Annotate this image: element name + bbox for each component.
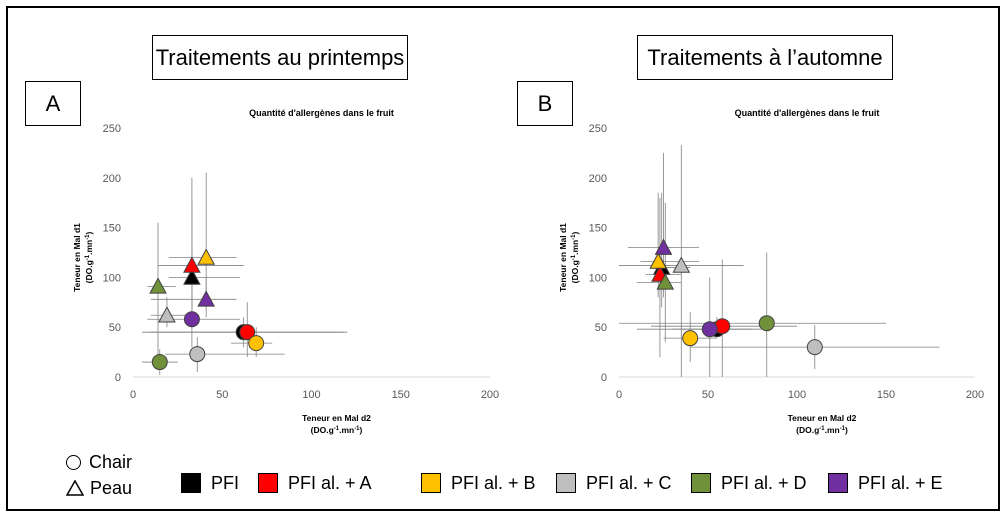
panel-b-x-axis-unit: (DO.g-1.mn-1) bbox=[796, 425, 848, 435]
panel-a-x-tick-label: 200 bbox=[481, 389, 499, 401]
legend-item-chair: Chair bbox=[66, 450, 132, 474]
panel-b-y-tick-label: 50 bbox=[595, 322, 607, 334]
panel-b-point-circle-pfi-al-c bbox=[806, 339, 823, 356]
legend-label-peau: Peau bbox=[90, 477, 133, 498]
panel-b-x-axis-label: Teneur en Mal d2 bbox=[788, 413, 857, 423]
legend-item-peau: Peau bbox=[66, 476, 132, 500]
panel-b-y-axis-label: Teneur en Mal d1 bbox=[558, 223, 568, 292]
legend-swatch-pfi-al-e bbox=[828, 473, 848, 493]
panel-b-x-tick-label: 150 bbox=[877, 389, 895, 401]
panel-a-y-tick-label: 200 bbox=[103, 173, 121, 185]
panel-b-point-triangle-pfi-al-e bbox=[654, 238, 673, 255]
panel-a-point-triangle-pfi-al-d bbox=[149, 277, 167, 294]
panel-a-x-tick-label: 150 bbox=[392, 389, 410, 401]
panel-b-y-axis-unit: (DO.g-1.mn-1) bbox=[570, 232, 580, 284]
circle-icon bbox=[66, 454, 81, 470]
panel-a-y-tick-label: 0 bbox=[115, 372, 121, 384]
panel-a-point-circle-pfi-al-b bbox=[248, 335, 265, 352]
panel-b-point-circle-pfi-al-b bbox=[682, 330, 699, 347]
panel-a-point-circle-pfi-al-e bbox=[183, 311, 200, 328]
legend-item-pfi-al-c: PFI al. + C bbox=[556, 470, 672, 496]
panel-b-chart-title: Quantité d'allergènes dans le fruit bbox=[735, 108, 880, 118]
panel-b-point-triangle-pfi-al-d bbox=[656, 273, 675, 290]
panel-a-point-triangle-pfi-al-a bbox=[183, 256, 201, 273]
panel-a-y-tick-label: 250 bbox=[103, 123, 121, 135]
panel-b-x-tick-label: 200 bbox=[966, 389, 984, 401]
panel-b-title: Traitements à l’automne bbox=[637, 35, 893, 80]
panel-a-y-tick-label: 100 bbox=[103, 272, 121, 284]
panel-a-point-circle-pfi-al-c bbox=[189, 346, 206, 363]
panel-a-title: Traitements au printemps bbox=[152, 35, 408, 80]
panel-a-point-circle-pfi-al-a bbox=[239, 324, 256, 341]
panel-a-point-triangle-pfi bbox=[183, 268, 201, 285]
legend-shapes: Chair Peau bbox=[66, 450, 176, 502]
legend-item-pfi-al-d: PFI al. + D bbox=[691, 470, 807, 496]
legend-swatch-pfi-al-c bbox=[556, 473, 576, 493]
legend-item-pfi-al-b: PFI al. + B bbox=[421, 470, 536, 496]
legend-swatch-pfi-al-d bbox=[691, 473, 711, 493]
legend-item-pfi: PFI bbox=[181, 470, 239, 496]
legend-label-pfi-al-e: PFI al. + E bbox=[858, 472, 943, 493]
legend-item-pfi-al-e: PFI al. + E bbox=[828, 470, 943, 496]
panel-a-point-triangle-pfi-al-c bbox=[158, 306, 176, 323]
legend-item-pfi-al-a: PFI al. + A bbox=[258, 470, 372, 496]
panel-b-point-triangle-pfi-al-b bbox=[649, 252, 667, 269]
panel-a-x-axis-label: Teneur en Mal d2 bbox=[302, 413, 371, 423]
panel-a-chart-title: Quantité d'allergènes dans le fruit bbox=[249, 108, 394, 118]
legend-label-pfi-al-b: PFI al. + B bbox=[451, 472, 536, 493]
panel-b-x-tick-label: 100 bbox=[788, 389, 806, 401]
panel-b-y-tick-label: 0 bbox=[601, 372, 607, 384]
panel-a-y-axis-unit: (DO.g-1.mn-1) bbox=[84, 232, 94, 284]
triangle-icon bbox=[66, 480, 84, 496]
panel-b-y-tick-label: 150 bbox=[589, 223, 607, 235]
panel-b-y-tick-label: 250 bbox=[589, 123, 607, 135]
legend-swatch-pfi bbox=[181, 473, 201, 493]
panel-a-x-tick-label: 100 bbox=[302, 389, 320, 401]
legend-label-pfi: PFI bbox=[211, 472, 240, 493]
legend-swatch-pfi-al-b bbox=[421, 473, 441, 493]
legend-label-chair: Chair bbox=[89, 451, 133, 472]
panel-a-x-axis-unit: (DO.g-1.mn-1) bbox=[311, 425, 363, 435]
legend-label-pfi-al-c: PFI al. + C bbox=[586, 472, 672, 493]
panel-b-point-circle-pfi-al-d bbox=[758, 315, 775, 332]
figure-frame bbox=[6, 6, 1000, 511]
panel-a-x-tick-label: 0 bbox=[130, 389, 136, 401]
panel-a-point-circle-pfi-al-d bbox=[151, 354, 168, 371]
panel-b-letter: B bbox=[517, 81, 573, 126]
panel-b-x-tick-label: 50 bbox=[702, 389, 714, 401]
panel-a-point-triangle-pfi-al-b bbox=[197, 248, 216, 265]
panel-b-point-circle-pfi-al-e bbox=[701, 321, 718, 338]
panel-b-error-bars bbox=[619, 144, 940, 377]
legend-label-pfi-al-d: PFI al. + D bbox=[721, 472, 807, 493]
legend-swatch-pfi-al-a bbox=[258, 473, 278, 493]
panel-a-point-triangle-pfi-al-e bbox=[197, 290, 216, 307]
legend-label-pfi-al-a: PFI al. + A bbox=[288, 472, 372, 493]
panel-a-y-tick-label: 150 bbox=[103, 223, 121, 235]
panel-b-x-tick-label: 0 bbox=[616, 389, 622, 401]
panel-a-letter: A bbox=[25, 81, 81, 126]
panel-b-y-tick-label: 200 bbox=[589, 173, 607, 185]
panel-a-y-tick-label: 50 bbox=[109, 322, 121, 334]
panel-b-point-triangle-pfi-al-c bbox=[672, 256, 691, 273]
panel-a-y-axis-label: Teneur en Mal d1 bbox=[72, 223, 82, 292]
panel-a-x-tick-label: 50 bbox=[216, 389, 228, 401]
panel-b-y-tick-label: 100 bbox=[589, 272, 607, 284]
